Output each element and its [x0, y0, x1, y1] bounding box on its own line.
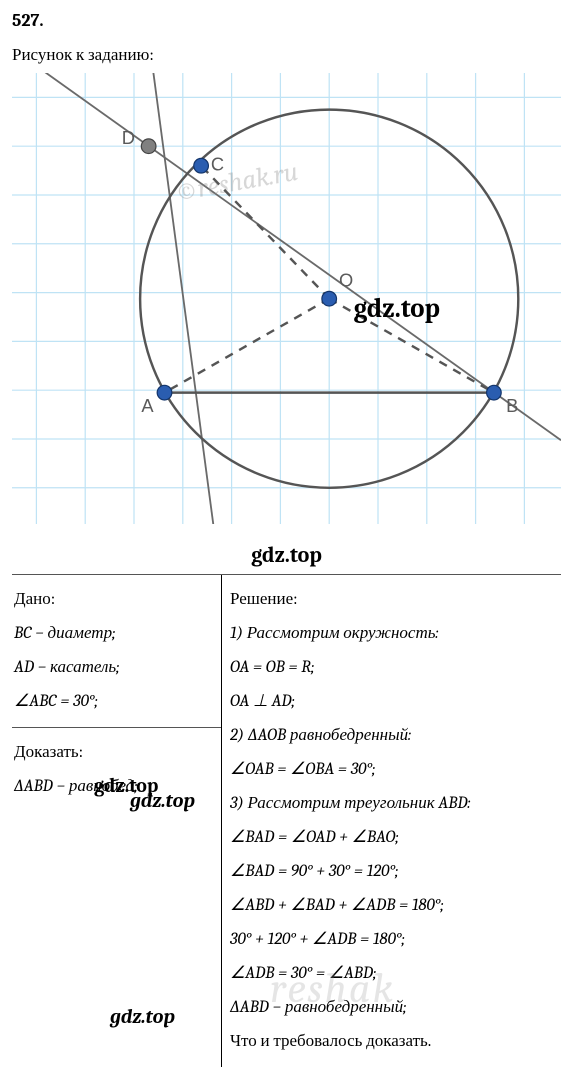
solution-title: Решение:: [230, 583, 555, 617]
label-c: C: [211, 154, 224, 175]
given-text-2: ∠ABC = 30°;: [14, 692, 98, 711]
solution-text-10: ∠ADB = 30° = ∠ABD;: [230, 964, 377, 983]
figure-caption: Рисунок к заданию:: [12, 45, 561, 65]
left-column: Дано: BC − диаметр; AD − касатель; ∠ABC …: [12, 575, 222, 1067]
watermark-reshak-icon: ©reshak.ru: [173, 156, 301, 208]
prove-section: Доказать: ∆ABD − равнобед; gdz.top: [12, 728, 221, 812]
given-line: ∠ABC = 30°;: [14, 685, 215, 719]
point-a: [157, 385, 172, 400]
given-section: Дано: BC − диаметр; AD − касатель; ∠ABC …: [12, 575, 221, 728]
label-b: B: [506, 395, 518, 416]
solution-line: OA = OB = R;: [230, 651, 555, 685]
solution-line: ∠OAB = ∠OBA = 30°;: [230, 753, 555, 787]
point-d: [141, 139, 156, 154]
solution-line: ∠BAD = ∠OAD + ∠BAO;: [230, 821, 555, 855]
solution-line: ∆ABD − равнобедренный; gdz.top: [230, 991, 555, 1025]
prove-text-0: ∆ABD − равнобед;: [14, 777, 138, 796]
point-c: [194, 158, 209, 173]
given-text-1: AD − касатель;: [14, 658, 120, 677]
problem-number: 527.: [12, 10, 561, 31]
solution-line: ∠BAD = 90° + 30° = 120°;: [230, 855, 555, 889]
solution-line: 3) Рассмотрим треугольник ABD: gdz.top: [230, 787, 555, 821]
label-o: O: [339, 269, 353, 290]
solution-table: Дано: BC − диаметр; AD − касатель; ∠ABC …: [12, 574, 561, 1067]
figure-svg: ©reshak.ru O A B C D gdz.top: [12, 73, 561, 524]
label-d: D: [122, 127, 135, 148]
given-text-0: BC − диаметр;: [14, 624, 116, 643]
solution-section: Решение: 1) Рассмотрим окружность: OA = …: [228, 575, 561, 1067]
given-line: BC − диаметр;: [14, 617, 215, 651]
right-column: Решение: 1) Рассмотрим окружность: OA = …: [222, 575, 561, 1067]
solution-line: 2) ∆AOB равнобедренный:: [230, 719, 555, 753]
geometry-figure: ©reshak.ru O A B C D gdz.top: [12, 73, 561, 524]
solution-line: 1) Рассмотрим окружность:: [230, 617, 555, 651]
point-o: [322, 291, 337, 306]
prove-title: Доказать:: [14, 736, 215, 770]
solution-line: ∠ABD + ∠BAD + ∠ADB = 180°;: [230, 889, 555, 923]
watermark-gdz-figure: gdz.top: [354, 293, 440, 324]
label-a: A: [141, 395, 154, 416]
solution-line: 30° + 120° + ∠ADB = 180°;: [230, 923, 555, 957]
point-b: [487, 385, 502, 400]
solution-line: ∠ADB = 30° = ∠ABD; reshak: [230, 957, 555, 991]
solution-line: OA ⊥ AD;: [230, 685, 555, 719]
watermark-top: gdz.top: [12, 542, 561, 568]
line-db: [12, 73, 561, 440]
prove-line: ∆ABD − равнобед; gdz.top: [14, 770, 215, 804]
given-line: AD − касатель;: [14, 651, 215, 685]
grid: [12, 73, 561, 524]
solution-text-11: ∆ABD − равнобедренный;: [230, 998, 407, 1017]
solution-text-5: 3) Рассмотрим треугольник ABD:: [230, 794, 471, 813]
solution-line: Что и требовалось доказать.: [230, 1025, 555, 1059]
given-title: Дано:: [14, 583, 215, 617]
